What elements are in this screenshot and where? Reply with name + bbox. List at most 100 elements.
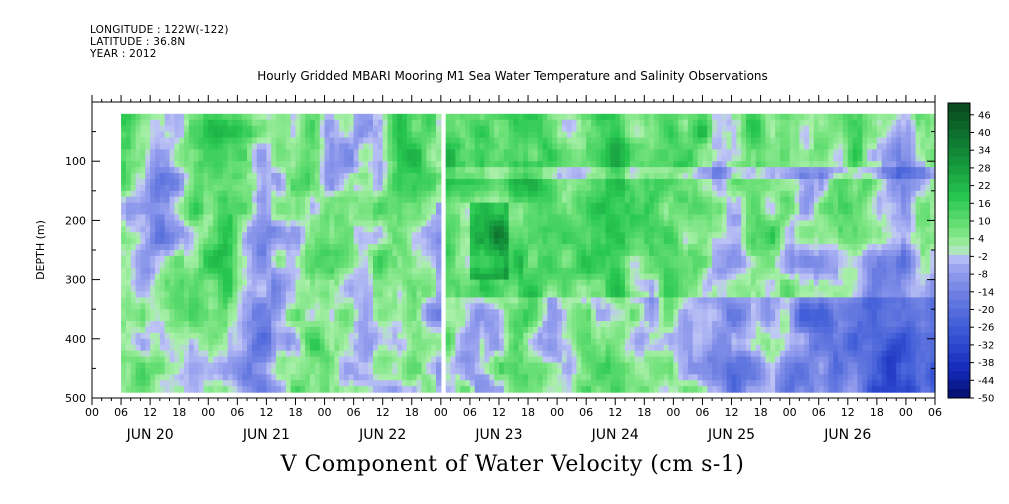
heatmap-cell (208, 255, 214, 263)
heatmap-cell (528, 250, 534, 257)
heatmap-cell (300, 167, 306, 174)
heatmap-cell (595, 161, 602, 168)
heatmap-cell (343, 273, 350, 281)
heatmap-cell (479, 226, 486, 233)
heatmap-cell (382, 332, 389, 340)
heatmap-cell (537, 184, 544, 192)
heatmap-cell (377, 173, 384, 180)
heatmap-cell (140, 143, 146, 150)
heatmap-cell (276, 303, 282, 310)
heatmap-cell (576, 226, 582, 233)
heatmap-cell (135, 344, 142, 352)
heatmap-cell (135, 350, 142, 358)
heatmap-cell (339, 356, 345, 364)
heatmap-cell (586, 119, 592, 127)
heatmap-cell (397, 143, 403, 150)
heatmap-cell (450, 178, 456, 186)
heatmap-cell (280, 232, 287, 239)
heatmap-cell (484, 232, 490, 239)
heatmap-cell (159, 143, 166, 150)
heatmap-cell (576, 250, 582, 257)
heatmap-cell (280, 208, 287, 216)
heatmap-cell (310, 309, 316, 316)
heatmap-cell (377, 386, 384, 393)
heatmap-cell (595, 326, 602, 334)
heatmap-cell (271, 303, 277, 310)
heatmap-cell (217, 190, 224, 198)
heatmap-cell (295, 244, 301, 251)
heatmap-cell (174, 226, 180, 233)
heatmap-cell (266, 368, 272, 375)
heatmap-cell (557, 214, 563, 221)
heatmap-cell (435, 167, 442, 174)
heatmap-cell (479, 309, 486, 316)
heatmap-cell (397, 232, 403, 239)
heatmap-cell (523, 350, 529, 358)
heatmap-cell (465, 255, 471, 263)
heatmap-cell (324, 250, 330, 257)
heatmap-cell (373, 303, 379, 310)
heatmap-cell (169, 167, 175, 174)
heatmap-cell (203, 232, 209, 239)
heatmap-cell (348, 315, 355, 322)
heatmap-cell (203, 332, 209, 340)
heatmap-cell (193, 326, 200, 334)
heatmap-cell (140, 279, 146, 287)
heatmap-cell (552, 161, 558, 168)
heatmap-cell (329, 113, 335, 121)
heatmap-cell (217, 155, 224, 162)
heatmap-cell (348, 356, 355, 364)
heatmap-cell (406, 167, 413, 174)
heatmap-cell (266, 232, 272, 239)
heatmap-cell (431, 119, 437, 127)
heatmap-cell (276, 368, 282, 375)
heatmap-cell (591, 161, 597, 168)
heatmap-cell (624, 255, 631, 263)
heatmap-cell (566, 273, 573, 281)
heatmap-cell (377, 285, 384, 293)
heatmap-cell (217, 309, 224, 316)
heatmap-cell (542, 125, 549, 133)
heatmap-cell (498, 362, 505, 369)
heatmap-cell (329, 155, 335, 162)
heatmap-cell (566, 362, 573, 369)
heatmap-cell (494, 297, 500, 304)
heatmap-cell (465, 155, 471, 162)
heatmap-cell (455, 202, 461, 210)
heatmap-cell (266, 303, 272, 310)
heatmap-cell (208, 350, 214, 358)
heatmap-cell (179, 255, 185, 263)
heatmap-cell (314, 220, 321, 227)
heatmap-cell (435, 255, 442, 263)
heatmap-cell (479, 386, 486, 393)
heatmap-cell (208, 202, 214, 210)
heatmap-cell (242, 362, 248, 369)
heatmap-cell (465, 332, 471, 340)
heatmap-cell (373, 131, 379, 139)
heatmap-cell (450, 143, 456, 150)
heatmap-cell (377, 220, 384, 227)
heatmap-cell (179, 303, 185, 310)
heatmap-cell (305, 173, 311, 180)
heatmap-cell (314, 326, 321, 334)
heatmap-cell (426, 131, 432, 139)
heatmap-cell (469, 196, 476, 204)
heatmap-cell (319, 131, 326, 139)
heatmap-cell (373, 250, 379, 257)
heatmap-cell (353, 190, 360, 198)
heatmap-cell (169, 362, 175, 369)
heatmap-cell (615, 113, 621, 121)
heatmap-cell (363, 232, 369, 239)
heatmap-cell (557, 255, 563, 263)
heatmap-cell (416, 362, 423, 369)
heatmap-cell (377, 291, 384, 298)
heatmap-cell (140, 255, 146, 263)
heatmap-cell (426, 190, 432, 198)
heatmap-cell (392, 338, 398, 346)
heatmap-cell (474, 161, 481, 168)
heatmap-cell (411, 161, 418, 168)
heatmap-cell (431, 273, 437, 281)
heatmap-cell (503, 125, 510, 133)
heatmap-cell (411, 386, 418, 393)
heatmap-cell (455, 261, 461, 269)
